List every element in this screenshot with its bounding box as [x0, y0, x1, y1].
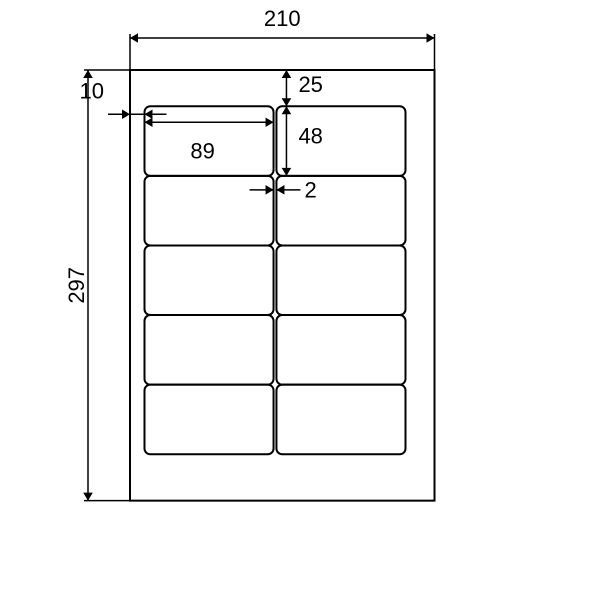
dimension-line [108, 109, 130, 119]
dim-sheet-width: 210 [264, 6, 301, 31]
label-cell [145, 315, 274, 385]
dimension-line [250, 185, 274, 195]
dimension-line [130, 33, 435, 43]
sheet-outline [130, 70, 435, 501]
dimension-line [276, 185, 300, 195]
label-sheet-diagram: 210 297 10 89 25 48 2 [0, 0, 600, 600]
label-grid [145, 106, 406, 454]
dimension-line [282, 70, 292, 106]
dim-label-width: 89 [190, 138, 214, 163]
label-cell [276, 176, 405, 246]
dimension-line [145, 117, 274, 127]
dim-column-gap: 2 [304, 178, 316, 203]
label-cell [276, 315, 405, 385]
label-cell [145, 176, 274, 246]
dimension-line [145, 109, 167, 119]
dim-top-margin: 25 [298, 72, 322, 97]
dimension-line [282, 106, 292, 176]
label-cell [276, 106, 405, 176]
dim-label-height: 48 [298, 123, 322, 148]
dim-sheet-height: 297 [64, 267, 89, 304]
label-cell [145, 385, 274, 455]
label-cell [145, 245, 274, 315]
label-cell [276, 385, 405, 455]
label-cell [276, 245, 405, 315]
dim-left-margin: 10 [80, 78, 104, 103]
